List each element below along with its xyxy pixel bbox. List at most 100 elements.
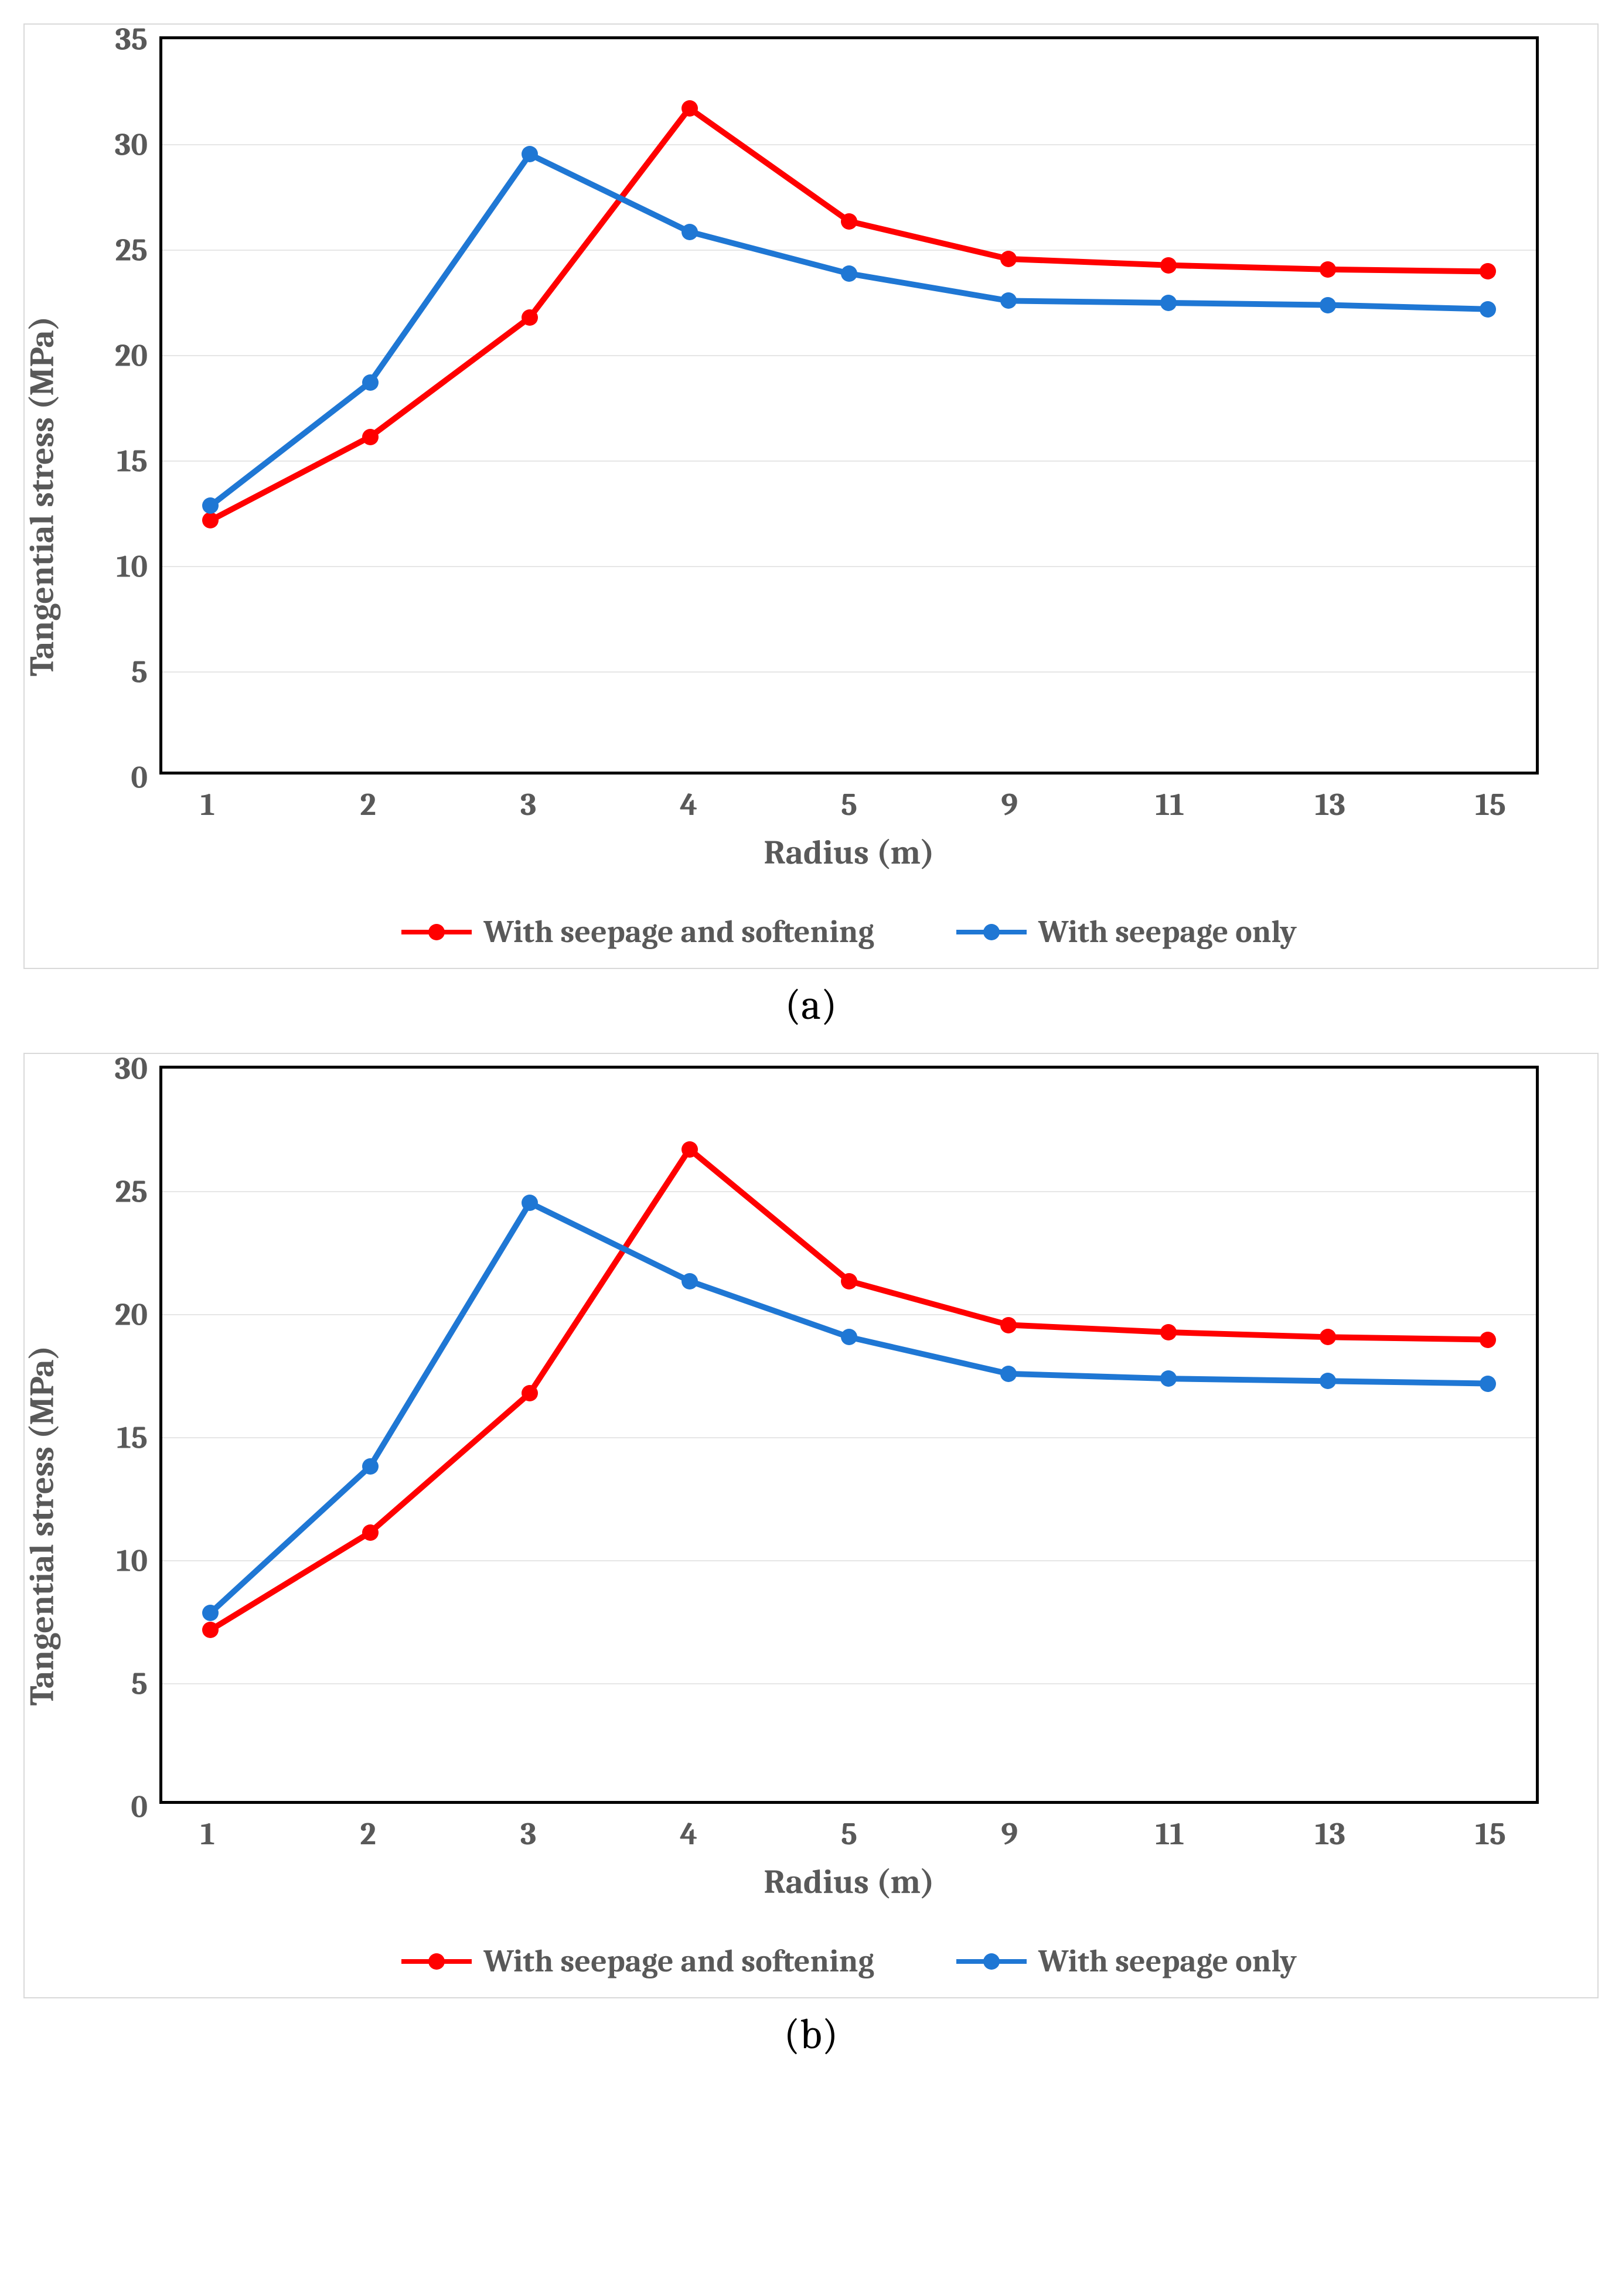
x-tick-labels: 123459111315 — [159, 1804, 1539, 1857]
gridline — [162, 355, 1536, 356]
figure-wrap: Tangential stress (MPa) 05101520253035 1… — [23, 23, 1599, 2059]
marker-red — [1000, 251, 1017, 267]
gridline — [162, 1437, 1536, 1438]
x-tick-label: 11 — [1156, 1816, 1184, 1853]
y-tick-label: 15 — [117, 443, 148, 480]
marker-blue — [1320, 297, 1336, 313]
legend-swatch-red — [401, 930, 472, 934]
marker-blue — [1160, 1370, 1177, 1387]
x-tick-label: 15 — [1475, 786, 1506, 823]
y-tick-label: 25 — [115, 1173, 148, 1210]
legend-a: With seepage and softening With seepage o… — [159, 896, 1539, 956]
marker-red — [841, 213, 857, 230]
legend-swatch-blue — [956, 1959, 1027, 1964]
marker-blue — [1320, 1373, 1336, 1389]
y-tick-label: 10 — [116, 1543, 148, 1579]
legend-item: With seepage and softening — [401, 1943, 874, 1980]
y-tick-label: 15 — [117, 1420, 148, 1456]
marker-blue — [522, 146, 538, 162]
gridline — [162, 1560, 1536, 1561]
y-tick-labels: 051015202530 — [36, 1069, 154, 1807]
marker-blue — [202, 497, 219, 514]
marker-blue — [1480, 301, 1496, 318]
caption-a: (a) — [23, 981, 1599, 1029]
gridline — [162, 250, 1536, 251]
x-tick-label: 2 — [360, 786, 376, 823]
gridline — [162, 1314, 1536, 1315]
x-tick-label: 13 — [1315, 786, 1345, 823]
x-tick-label: 1 — [200, 786, 215, 823]
gridline — [162, 566, 1536, 567]
marker-red — [202, 512, 219, 528]
series-line-red — [210, 108, 1488, 521]
series-svg — [162, 39, 1536, 772]
series-svg — [162, 1069, 1536, 1801]
y-tick-label: 5 — [131, 1666, 148, 1703]
marker-red — [1160, 257, 1177, 274]
x-tick-label: 3 — [520, 1816, 536, 1853]
series-line-blue — [210, 1203, 1488, 1613]
x-tick-label: 9 — [1001, 1816, 1018, 1853]
y-tick-label: 30 — [115, 127, 148, 163]
legend-item: With seepage only — [956, 1943, 1297, 1980]
marker-red — [362, 1524, 379, 1541]
marker-red — [522, 309, 538, 326]
gridline — [162, 144, 1536, 145]
x-tick-label: 11 — [1156, 786, 1184, 823]
gridline — [162, 1683, 1536, 1684]
series-line-red — [210, 1149, 1488, 1630]
y-tick-label: 20 — [115, 1297, 148, 1333]
marker-red — [1480, 1332, 1496, 1348]
marker-blue — [681, 224, 698, 240]
y-tick-label: 30 — [115, 1050, 148, 1087]
legend-label: With seepage and softening — [483, 913, 874, 950]
gridline — [162, 460, 1536, 462]
legend-b: With seepage and softening With seepage o… — [159, 1925, 1539, 1985]
y-tick-labels: 05101520253035 — [36, 39, 154, 777]
panel-a: Tangential stress (MPa) 05101520253035 1… — [23, 23, 1599, 969]
x-tick-label: 5 — [841, 786, 857, 823]
x-tick-label: 5 — [841, 1816, 857, 1853]
legend-label: With seepage only — [1038, 1943, 1297, 1980]
chart-a: Tangential stress (MPa) 05101520253035 1… — [36, 36, 1574, 956]
x-tick-label: 3 — [520, 786, 536, 823]
x-tick-label: 4 — [680, 1816, 697, 1853]
marker-blue — [362, 1458, 379, 1475]
x-axis-label: Radius (m) — [159, 1857, 1539, 1925]
x-axis-label: Radius (m) — [159, 827, 1539, 896]
panel-b: Tangential stress (MPa) 051015202530 123… — [23, 1053, 1599, 1998]
x-tick-label: 4 — [680, 786, 697, 823]
marker-red — [681, 1141, 698, 1158]
gridline — [162, 1191, 1536, 1192]
y-tick-label: 0 — [131, 1789, 148, 1826]
x-tick-label: 1 — [200, 1816, 215, 1853]
marker-red — [1320, 1329, 1336, 1345]
marker-red — [1320, 261, 1336, 278]
legend-item: With seepage and softening — [401, 913, 874, 950]
marker-blue — [522, 1195, 538, 1211]
marker-red — [522, 1385, 538, 1401]
legend-label: With seepage only — [1038, 913, 1297, 950]
legend-swatch-red — [401, 1959, 472, 1964]
plot-area-b — [159, 1066, 1539, 1804]
caption-b: (b) — [23, 2010, 1599, 2059]
x-tick-label: 9 — [1001, 786, 1018, 823]
legend-item: With seepage only — [956, 913, 1297, 950]
legend-swatch-blue — [956, 930, 1027, 934]
marker-red — [1000, 1317, 1017, 1333]
y-tick-label: 0 — [131, 759, 148, 796]
marker-red — [841, 1273, 857, 1289]
series-line-blue — [210, 154, 1488, 506]
marker-red — [1160, 1324, 1177, 1340]
legend-label: With seepage and softening — [483, 1943, 874, 1980]
marker-blue — [1160, 295, 1177, 311]
x-tick-label: 15 — [1475, 1816, 1506, 1853]
marker-blue — [841, 1329, 857, 1345]
marker-blue — [841, 265, 857, 282]
marker-blue — [1480, 1376, 1496, 1392]
marker-blue — [1000, 292, 1017, 309]
x-tick-labels: 1 2 3 4 5 9 11 13 15 — [159, 775, 1539, 827]
y-tick-label: 25 — [115, 232, 148, 269]
y-tick-label: 10 — [116, 548, 148, 585]
marker-blue — [362, 374, 379, 391]
